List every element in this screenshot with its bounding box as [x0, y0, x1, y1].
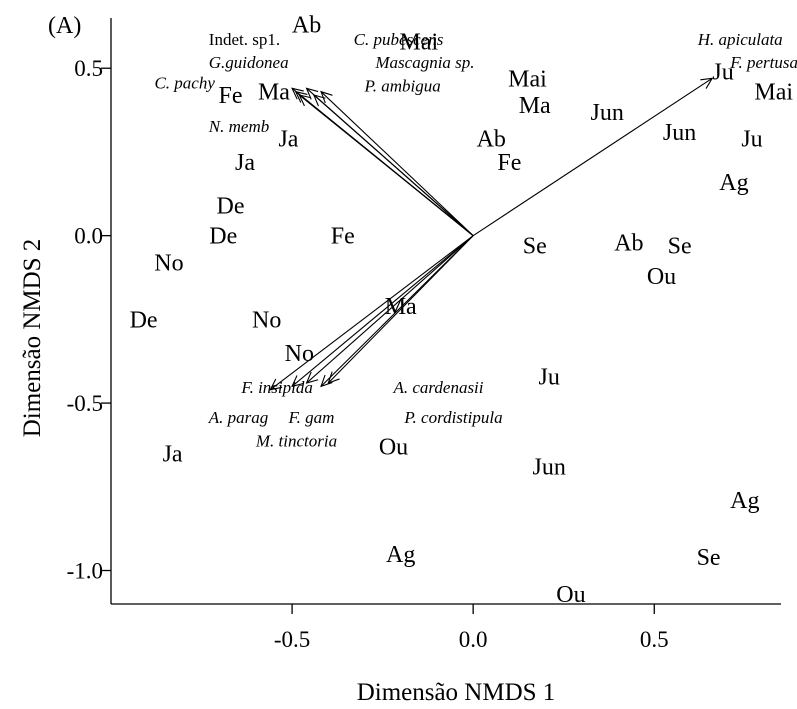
sample-point-label: No: [285, 341, 314, 367]
sample-point-label: Ab: [614, 230, 643, 256]
sample-point-label: Fe: [219, 83, 243, 109]
species-label: F. insipida: [240, 378, 312, 397]
sample-point-label: Ja: [163, 441, 183, 467]
species-label: M. tinctoria: [255, 432, 337, 451]
y-tick-label: -0.5: [67, 391, 103, 416]
species-vector: [327, 235, 474, 384]
vector-arrowhead: [305, 87, 319, 100]
species-vectors: [269, 77, 714, 391]
species-label: C. pubescens: [354, 30, 444, 49]
sample-point-label: Ju: [712, 60, 733, 86]
species-labels: Indet. sp1. C. pubescens G.guidonea Mascagn…: [154, 30, 797, 451]
species-label: Indet. sp1.: [209, 30, 280, 49]
sample-point-label: Se: [697, 545, 721, 571]
sample-point-label: Fe: [331, 224, 355, 250]
x-axis-label: Dimensão NMDS 1: [357, 679, 556, 706]
sample-point-label: Ou: [379, 435, 408, 461]
vector-arrowhead: [327, 371, 340, 384]
sample-point-label: Se: [668, 234, 692, 260]
sample-point-label: Ma: [258, 80, 290, 106]
sample-point-label: De: [130, 307, 158, 333]
sample-point-label: Fe: [497, 150, 521, 176]
species-label: P. cordistipula: [403, 408, 502, 427]
sample-point-label: Se: [523, 234, 547, 260]
vector-arrowhead: [291, 87, 304, 100]
species-vector: [270, 235, 474, 391]
vector-arrowhead: [298, 94, 312, 107]
sample-point-label: Ag: [386, 542, 415, 568]
sample-point-label: No: [154, 250, 183, 276]
sample-point-label: Ag: [719, 170, 748, 196]
vector-arrowhead: [269, 378, 283, 391]
sample-point-label: No: [252, 307, 281, 333]
species-vector: [313, 94, 474, 237]
species-vector: [298, 94, 474, 237]
sample-point-label: Jun: [663, 120, 696, 146]
species-label: Mascagnia sp.: [374, 53, 474, 72]
x-tick-label: 0.0: [459, 627, 488, 652]
y-axis-label: Dimensão NMDS 2: [19, 239, 46, 438]
sample-point-label: Ju: [741, 127, 762, 153]
sample-point-label: Ab: [477, 127, 506, 153]
sample-point-label: Ja: [278, 127, 298, 153]
sample-point-label: Jun: [590, 100, 623, 126]
sample-point-label: Ab: [292, 13, 321, 39]
sample-point-label: Mai: [754, 80, 793, 106]
sample-point-label: Jun: [533, 455, 566, 481]
y-tick-label: 0.5: [74, 56, 103, 81]
species-label: F. gam: [287, 408, 334, 427]
vector-arrowhead: [305, 371, 319, 384]
axes: -0.5 0.0 0.5 0.5 0.0 -0.5 -1.0: [67, 18, 781, 652]
species-label: F. pertusa: [729, 53, 797, 72]
vector-arrowhead: [700, 77, 714, 89]
species-vector: [472, 77, 713, 237]
sample-point-label: Ja: [235, 150, 255, 176]
species-label: C. pachy: [154, 73, 215, 92]
vector-arrowhead: [320, 374, 333, 388]
sample-point-label: Mai: [400, 29, 439, 55]
species-label: A. cardenasii: [392, 378, 483, 397]
sample-point-label: Ma: [519, 93, 551, 119]
x-tick-label: -0.5: [274, 627, 310, 652]
sample-point-label: Mai: [508, 66, 547, 92]
species-vector: [320, 91, 474, 237]
x-tick-label: 0.5: [640, 627, 669, 652]
panel-label: (A): [48, 13, 81, 39]
vector-arrowhead: [320, 90, 333, 104]
species-label: H. apiculata: [697, 30, 783, 49]
species-label: A. parag: [208, 408, 269, 427]
y-tick-label: -1.0: [67, 559, 103, 584]
sample-point-label: Ma: [385, 294, 417, 320]
species-label: G.guidonea: [209, 53, 289, 72]
sample-point-label: De: [209, 224, 237, 250]
sample-point-label: Ou: [556, 582, 585, 608]
sample-point-label: De: [217, 194, 245, 220]
y-tick-label: 0.0: [74, 224, 103, 249]
vector-arrowhead: [294, 90, 308, 103]
sample-point-label: Ju: [539, 364, 560, 390]
sample-point-label: Ou: [647, 264, 676, 290]
vector-arrowhead: [312, 94, 326, 107]
species-label: P. ambigua: [364, 77, 441, 96]
species-vector: [306, 235, 474, 384]
species-label: N. memb: [208, 117, 269, 136]
sample-point-label: Ag: [730, 488, 759, 514]
species-vector: [291, 235, 474, 387]
vector-arrowhead: [291, 375, 304, 388]
